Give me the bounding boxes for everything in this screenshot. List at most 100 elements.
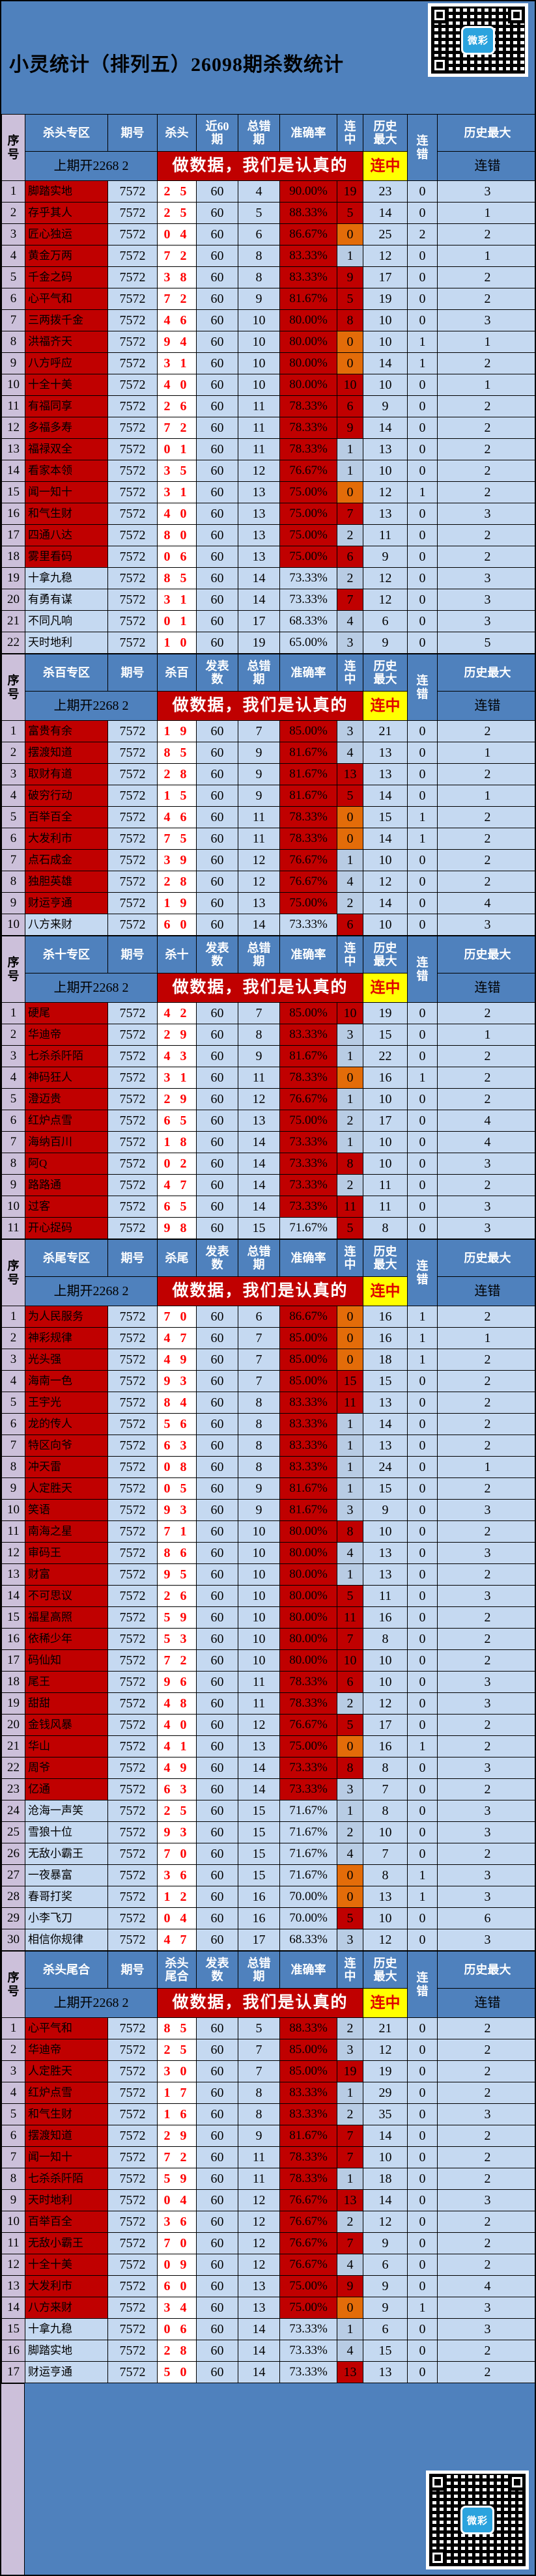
hit-streak-value: 2 [337,567,363,589]
accuracy-value: 73.33% [279,589,337,611]
accuracy-value: 75.00% [279,2275,337,2297]
total-wrong-count: 12 [238,2211,280,2233]
kill-numbers: 1 0 [157,632,197,654]
table-row: 7 点石成金 7572 3 9 60 12 76.67% 1 10 0 2 [1,849,535,871]
issue-cell: 7572 [107,1153,158,1175]
issue-cell: 7572 [107,202,158,224]
hit-streak-value: 0 [337,1327,363,1349]
issue-cell: 7572 [107,2082,158,2104]
history-max-hit: 10 [363,1153,408,1175]
total-wrong-count: 17 [238,610,280,632]
total-wrong-count: 8 [238,1456,280,1478]
table-row: 9 八方呼应 7572 3 1 60 10 80.00% 0 14 1 2 [1,352,535,374]
accuracy-value: 83.33% [279,1413,337,1435]
seq-cell: 10 [1,1196,25,1218]
miss-streak-value: 0 [407,589,438,611]
hit-streak-value: 5 [337,1217,363,1239]
published-count: 60 [196,1392,238,1414]
kill-numbers: 7 1 [157,1520,197,1543]
hit-streak-value: 3 [337,632,363,654]
seq-cell: 2 [1,2039,25,2061]
history-max-miss: 2 [437,1628,535,1650]
col-header-seq: 序 号 [1,1239,25,1306]
accuracy-value: 78.33% [279,1067,337,1089]
published-count: 60 [196,524,238,546]
miss-streak-value: 0 [407,2060,438,2082]
issue-cell: 7572 [107,2211,158,2233]
expert-name: 红炉点雪 [25,2082,108,2104]
expert-name: 周爷 [25,1757,108,1779]
seq-cell: 12 [1,1542,25,1564]
banner-cell: 做数据，我们是认真的 [157,151,363,181]
miss-streak-value: 0 [407,1024,438,1046]
published-count: 60 [196,2168,238,2190]
hit-streak-value: 7 [337,2146,363,2168]
total-wrong-count: 9 [238,1499,280,1521]
history-max-miss: 3 [437,914,535,936]
accuracy-value: 78.33% [279,2146,337,2168]
history-max-hit: 14 [363,828,408,850]
published-count: 60 [196,1649,238,1672]
issue-cell: 7572 [107,1088,158,1110]
issue-cell: 7572 [107,806,158,828]
table-row: 4 破穷行动 7572 1 5 60 9 81.67% 5 14 0 1 [1,785,535,807]
table-row: 2 存乎其人 7572 2 5 60 5 88.33% 5 14 0 1 [1,202,535,224]
total-wrong-count: 14 [238,567,280,589]
expert-name: 阿Q [25,1153,108,1175]
hit-streak-value: 5 [337,288,363,310]
kill-numbers: 7 0 [157,1843,197,1865]
history-max-miss: 3 [437,1886,535,1908]
history-max-hit: 14 [363,2125,408,2147]
published-count: 60 [196,2146,238,2168]
total-wrong-count: 12 [238,2189,280,2211]
col-header-miss-streak: 连 错 [407,936,438,1003]
history-max-miss: 2 [437,2168,535,2190]
kill-numbers: 5 3 [157,1628,197,1650]
seq-cell: 6 [1,2125,25,2147]
hit-streak-value: 0 [337,1306,363,1328]
accuracy-value: 76.67% [279,2189,337,2211]
published-count: 60 [196,1413,238,1435]
history-max-hit: 15 [363,1024,408,1046]
col-header-miss-streak: 连 错 [407,1951,438,2018]
kill-numbers: 8 0 [157,524,197,546]
qr-logo: 微彩 [460,2506,494,2534]
kill-numbers: 9 6 [157,1671,197,1693]
seq-cell: 3 [1,223,25,245]
miss-streak-value: 0 [407,1088,438,1110]
accuracy-value: 85.00% [279,1002,337,1024]
seq-cell: 9 [1,352,25,374]
miss-streak-value: 0 [407,1907,438,1929]
total-wrong-count: 16 [238,1907,280,1929]
miss-streak-label-cell: 连错 [437,1276,535,1306]
issue-cell: 7572 [107,2254,158,2276]
table-row: 22 周爷 7572 4 9 60 14 73.33% 8 8 0 3 [1,1757,535,1779]
history-max-hit: 23 [363,180,408,203]
table-row: 1 富贵有余 7572 1 9 60 7 85.00% 3 21 0 2 [1,720,535,742]
kill-numbers: 4 9 [157,1757,197,1779]
zone-table: 序 号 杀头专区 期号 杀头 近60 期 总错 期 准确率 连 中 历史 最大 … [1,114,535,654]
table-row: 9 人定胜天 7572 0 5 60 9 81.67% 1 15 0 2 [1,1477,535,1500]
miss-streak-label-cell: 连错 [437,1988,535,2018]
history-max-hit: 13 [363,1886,408,1908]
issue-cell: 7572 [107,871,158,893]
history-max-hit: 12 [363,1692,408,1715]
kill-numbers: 4 2 [157,1002,197,1024]
hit-streak-value: 2 [337,1110,363,1132]
accuracy-value: 83.33% [279,266,337,288]
footer: 微彩 [1,2383,535,2575]
history-max-hit: 10 [363,849,408,871]
kill-numbers: 3 1 [157,481,197,503]
issue-cell: 7572 [107,1585,158,1607]
expert-name: 黄金万两 [25,245,108,267]
kill-numbers: 2 5 [157,1800,197,1822]
accuracy-value: 75.00% [279,546,337,568]
table-row: 6 摆渡知道 7572 2 9 60 9 81.67% 7 14 0 2 [1,2125,535,2147]
published-count: 60 [196,610,238,632]
table-row: 5 百举百全 7572 4 6 60 11 78.33% 0 15 1 2 [1,806,535,828]
hit-streak-value: 4 [337,2254,363,2276]
miss-streak-value: 0 [407,849,438,871]
seq-cell: 8 [1,331,25,353]
miss-streak-value: 0 [407,567,438,589]
seq-cell: 3 [1,1349,25,1371]
